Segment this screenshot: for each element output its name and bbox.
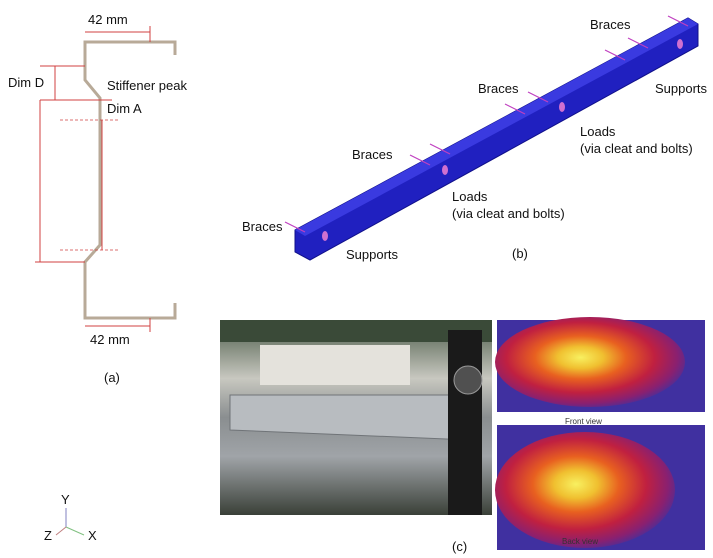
panel-a: 42 mm 42 mm Dim D Dim A Stiffener peak (… [8, 12, 187, 385]
axis-label: Z [44, 528, 52, 543]
dimension-label: 42 mm [88, 12, 128, 27]
annotation: Braces [590, 17, 631, 32]
annotation: Supports [655, 81, 708, 96]
view-label: Front view [565, 417, 602, 426]
caption: (b) [512, 246, 528, 261]
annotation: Braces [352, 147, 393, 162]
axis-label: Y [61, 492, 70, 507]
caption: (a) [104, 370, 120, 385]
annotation: Stiffener peak [107, 78, 187, 93]
load-marker [559, 102, 565, 112]
annotation: (via cleat and bolts) [452, 206, 565, 221]
load-marker [442, 165, 448, 175]
caption: (c) [452, 539, 467, 554]
axis-label: X [88, 528, 97, 543]
axis-triad: Y X Z [44, 492, 97, 543]
dimension-label: Dim A [107, 101, 142, 116]
annotation: Loads [580, 124, 616, 139]
axis-line [66, 527, 84, 535]
fe-back-contour [495, 432, 675, 548]
support-marker [322, 231, 328, 241]
photo-wall [260, 345, 410, 385]
dimension-label: 42 mm [90, 332, 130, 347]
annotation: Loads [452, 189, 488, 204]
annotation: Braces [242, 219, 283, 234]
annotation: (via cleat and bolts) [580, 141, 693, 156]
beam-top-face [295, 18, 698, 236]
annotation: Supports [346, 247, 399, 262]
photo-belt [448, 330, 482, 515]
dimension-label: Dim D [8, 75, 44, 90]
panel-b: Braces Braces Braces Braces Supports Sup… [242, 16, 708, 262]
panel-c: Front view Back view (c) [220, 317, 705, 554]
photo-roller [454, 366, 482, 394]
axis-line [56, 527, 66, 535]
annotation: Braces [478, 81, 519, 96]
view-label: Back view [562, 537, 598, 546]
fe-front-contour [495, 317, 685, 407]
support-marker [677, 39, 683, 49]
figure: 42 mm 42 mm Dim D Dim A Stiffener peak (… [0, 0, 713, 558]
